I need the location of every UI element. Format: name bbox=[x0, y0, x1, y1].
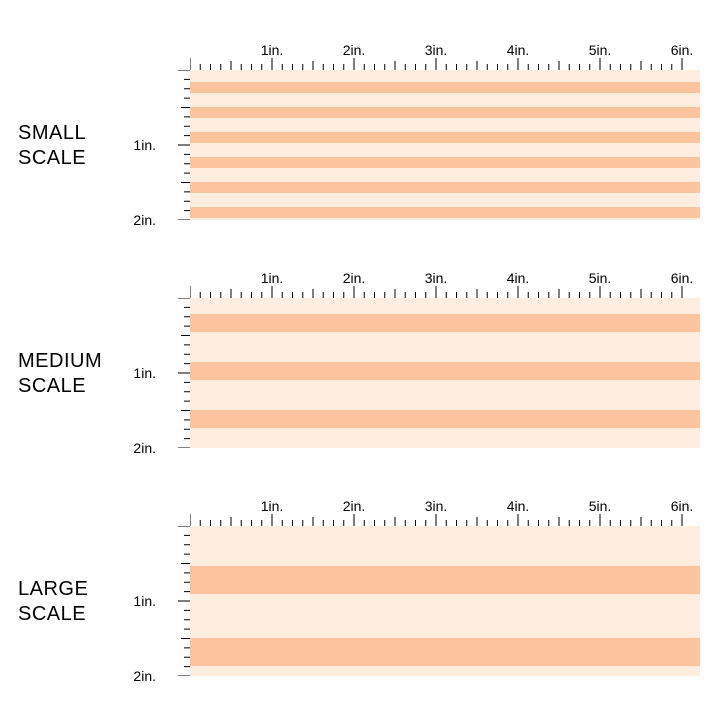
stripe bbox=[190, 362, 700, 380]
ruler-top-label: 1in. bbox=[261, 270, 284, 286]
stripe bbox=[190, 298, 700, 314]
ruler-left: 1in.2in. bbox=[160, 298, 190, 448]
stripe bbox=[190, 118, 700, 132]
ruler-top-label: 5in. bbox=[589, 270, 612, 286]
ruler-left-label: 1in. bbox=[133, 593, 156, 609]
ruler-top-label: 4in. bbox=[507, 42, 530, 58]
stripe bbox=[190, 182, 700, 193]
stripe bbox=[190, 314, 700, 332]
ruler-top: 1in. 2in. 3in. 4in. 5in. 6in. bbox=[190, 42, 700, 70]
stripe bbox=[190, 143, 700, 157]
stripe bbox=[190, 193, 700, 207]
stripe bbox=[190, 93, 700, 107]
ruler-left-label: 1in. bbox=[133, 365, 156, 381]
swatch-small bbox=[190, 70, 700, 220]
stripe bbox=[190, 207, 700, 218]
stripe bbox=[190, 168, 700, 182]
stripe bbox=[190, 666, 700, 676]
stripe bbox=[190, 218, 700, 220]
ruler-top: 1in. 2in. 3in. 4in. 5in. 6in. bbox=[190, 498, 700, 526]
ruler-top-label: 4in. bbox=[507, 498, 530, 514]
scale-label-medium: MEDIUMSCALE bbox=[18, 349, 102, 399]
ruler-left-label: 2in. bbox=[133, 668, 156, 684]
swatch-medium bbox=[190, 298, 700, 448]
stripe bbox=[190, 82, 700, 93]
ruler-left-label: 2in. bbox=[133, 212, 156, 228]
stripe bbox=[190, 380, 700, 410]
stripe bbox=[190, 70, 700, 82]
stripe bbox=[190, 566, 700, 594]
ruler-top-label: 6in. bbox=[671, 270, 694, 286]
stripe bbox=[190, 107, 700, 118]
ruler-left: 1in.2in. bbox=[160, 526, 190, 676]
ruler-top-label: 2in. bbox=[343, 498, 366, 514]
stripe bbox=[190, 132, 700, 143]
stripe bbox=[190, 526, 700, 566]
stripe bbox=[190, 428, 700, 448]
ruler-top-label: 2in. bbox=[343, 270, 366, 286]
ruler-top-label: 6in. bbox=[671, 498, 694, 514]
ruler-top-label: 1in. bbox=[261, 498, 284, 514]
ruler-top-label: 1in. bbox=[261, 42, 284, 58]
ruler-left-label: 2in. bbox=[133, 440, 156, 456]
ruler-top-label: 3in. bbox=[425, 270, 448, 286]
stripe bbox=[190, 638, 700, 666]
ruler-top-label: 4in. bbox=[507, 270, 530, 286]
stripe bbox=[190, 410, 700, 428]
ruler-top-label: 5in. bbox=[589, 42, 612, 58]
ruler-top-label: 5in. bbox=[589, 498, 612, 514]
ruler-top: 1in. 2in. 3in. 4in. 5in. 6in. bbox=[190, 270, 700, 298]
ruler-top-label: 3in. bbox=[425, 42, 448, 58]
scale-label-small: SMALLSCALE bbox=[18, 121, 86, 171]
stripe bbox=[190, 332, 700, 362]
ruler-left: 1in.2in. bbox=[160, 70, 190, 220]
stripe bbox=[190, 157, 700, 168]
ruler-top-label: 3in. bbox=[425, 498, 448, 514]
swatch-large bbox=[190, 526, 700, 676]
ruler-top-label: 6in. bbox=[671, 42, 694, 58]
stripe bbox=[190, 594, 700, 638]
ruler-top-label: 2in. bbox=[343, 42, 366, 58]
scale-label-large: LARGESCALE bbox=[18, 577, 88, 627]
ruler-left-label: 1in. bbox=[133, 137, 156, 153]
